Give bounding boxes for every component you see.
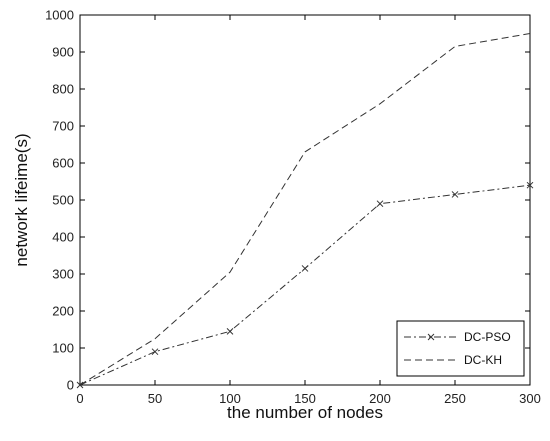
x-axis-ticks: 0 50 100 150 200 250 300	[76, 15, 541, 406]
x-tick-label: 300	[519, 391, 541, 406]
legend-marker-dc-pso	[427, 333, 435, 341]
x-tick-label: 0	[76, 391, 83, 406]
y-tick-label: 800	[52, 82, 74, 97]
x-tick-label: 250	[444, 391, 466, 406]
y-tick-label: 900	[52, 45, 74, 60]
y-tick-label: 100	[52, 341, 74, 356]
data-point-dc-pso	[451, 191, 459, 198]
y-tick-label: 0	[67, 378, 74, 393]
data-point-dc-pso	[151, 348, 159, 356]
y-axis-ticks: 0 100 200 300 400 500 600 700 800 900 1000	[45, 8, 530, 393]
y-tick-label: 300	[52, 267, 74, 282]
series-line-dc-kh	[79, 33, 531, 386]
data-point-dc-pso	[526, 181, 534, 189]
x-axis-label: the number of nodes	[227, 403, 383, 422]
legend-label-dc-pso: DC-PSO	[464, 330, 511, 344]
y-tick-label: 200	[52, 304, 74, 319]
y-axis-label: network lifeime(s)	[12, 133, 31, 266]
data-point-dc-pso	[226, 327, 234, 335]
y-tick-label: 600	[52, 156, 74, 171]
x-tick-label: 100	[219, 391, 241, 406]
legend-box	[396, 320, 525, 377]
x-tick-label: 50	[148, 391, 162, 406]
series-layer	[76, 33, 534, 389]
legend-label-dc-kh: DC-KH	[464, 353, 502, 367]
x-tick-label: 200	[369, 391, 391, 406]
y-tick-label: 400	[52, 230, 74, 245]
data-point-dc-pso	[376, 200, 384, 208]
legend: DC-PSO DC-KH	[396, 320, 525, 377]
y-tick-label: 700	[52, 119, 74, 134]
y-tick-label: 1000	[45, 8, 74, 23]
data-point-dc-pso	[301, 265, 309, 272]
y-tick-label: 500	[52, 193, 74, 208]
x-tick-label: 150	[294, 391, 316, 406]
